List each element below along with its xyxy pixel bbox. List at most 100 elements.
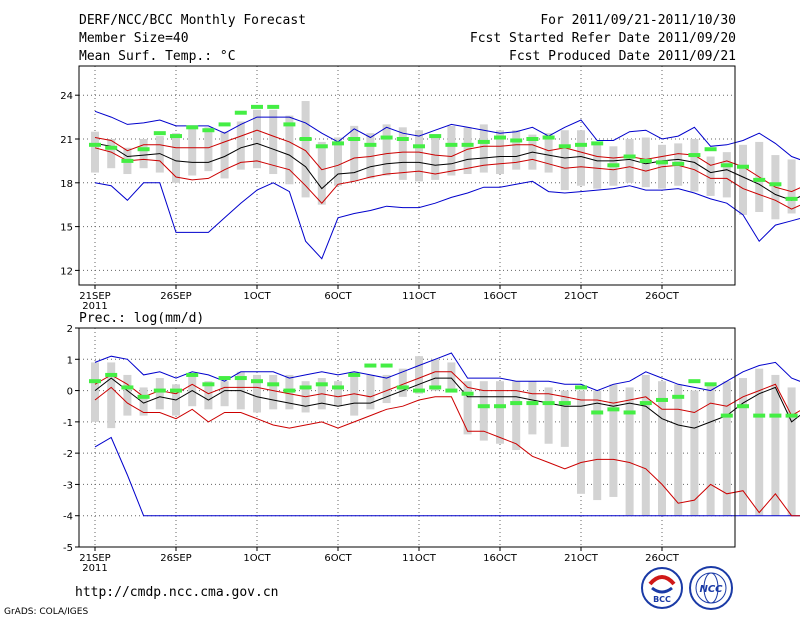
temperature-x-ticks: 21SEP 26SEP 1OCT 6OCT 11OCT 16OCT 21OCT 26OCT 20… [79,285,680,312]
spread-box [560,130,569,191]
forecast-period-label: For 2011/09/21-2011/10/30 [540,13,736,28]
x-tick-label: 26OCT [645,291,680,302]
green-marker [672,161,685,166]
y-tick-label: 15 [60,223,73,234]
spread-box [755,368,764,516]
green-marker [364,142,377,147]
series-line-max [94,352,800,392]
green-marker [445,388,458,393]
green-marker [494,404,506,409]
spread-box [91,131,99,173]
green-marker [656,160,668,165]
y-tick-label: -1 [63,418,73,429]
green-marker [234,376,247,381]
green-marker [153,131,166,136]
series-line-q25 [94,386,800,517]
spread-box [220,131,229,179]
x-tick-label: 6OCT [324,291,352,302]
bcc-logo-text: BCC [653,595,671,604]
series-line-max [94,110,800,161]
green-marker [591,141,604,146]
spread-box [301,101,310,198]
green-marker [542,135,555,140]
green-marker [656,397,668,402]
green-marker [234,110,247,115]
green-marker [542,401,555,406]
green-marker [639,158,652,163]
green-marker [737,404,749,409]
green-marker [137,394,150,399]
green-marker [396,385,409,390]
green-marker [202,382,215,387]
y-tick-label: 2 [67,324,73,335]
green-marker [477,404,490,409]
green-marker [413,144,425,149]
x-tick-label: 1OCT [243,553,271,564]
green-marker [315,144,328,149]
y-tick-label: -4 [63,512,73,523]
spread-box [463,381,472,435]
spread-box [123,374,132,416]
green-marker [251,379,263,384]
green-marker [332,141,344,146]
spread-box [431,134,440,180]
green-marker [720,413,733,418]
green-marker [348,372,361,377]
spread-box [91,362,99,422]
y-tick-label: -3 [63,480,73,491]
green-marker [510,401,523,406]
green-marker [591,410,604,415]
spread-box [172,133,180,183]
spread-box [577,390,585,494]
series-line-mean [94,142,800,201]
spread-box [479,381,488,441]
spread-box [398,127,407,180]
spread-box [398,368,407,397]
spread-box [350,125,359,182]
spread-box [220,381,229,407]
green-marker [607,163,620,168]
precip-variable-label: Prec.: log(mm/d) [79,311,204,326]
source-url[interactable]: http://cmdp.ncc.cma.gov.cn [75,585,279,600]
spread-box [739,144,747,215]
precipitation-markers [89,363,798,418]
green-marker [202,128,215,133]
series-line-mean [94,377,800,429]
y-tick-label: 24 [60,91,73,102]
spread-box [544,387,553,444]
spread-box [690,139,699,192]
green-marker [526,137,539,141]
green-marker [89,379,101,384]
x-tick-label: 26SEP [160,291,191,302]
green-marker [477,139,490,144]
spread-box [577,130,585,186]
spread-box [269,109,278,175]
spread-box [155,378,164,410]
spread-box [366,374,375,410]
green-marker [105,372,118,377]
y-tick-label: 0 [67,387,73,398]
precipitation-x-ticks: 21SEP 26SEP 1OCT 6OCT 11OCT 16OCT 21OCT 26OCT 20… [79,547,680,574]
green-marker [753,177,766,182]
precipitation-grid [79,328,735,547]
spread-box [528,381,537,435]
precipitation-panel: -5 -4 -3 -2 -1 0 1 2 21SEP 26SEP 1OCT 6OCT 11OCT 16O… [63,324,800,574]
spread-box [739,378,747,516]
series-line-q75 [94,129,800,193]
spread-box [447,125,456,176]
green-marker [607,407,620,412]
green-marker [688,379,701,384]
green-marker [575,385,587,390]
green-marker [461,391,474,396]
spread-box [496,381,504,444]
x-tick-label: 1OCT [243,291,271,302]
grads-credit: GrADS: COLA/IGES [4,607,88,617]
spread-box [334,381,342,407]
series-line-min [94,180,800,260]
spread-box [107,139,116,169]
spread-box [641,374,650,516]
spread-box [382,124,391,176]
spread-box [447,362,456,391]
precipitation-lines [94,352,800,517]
